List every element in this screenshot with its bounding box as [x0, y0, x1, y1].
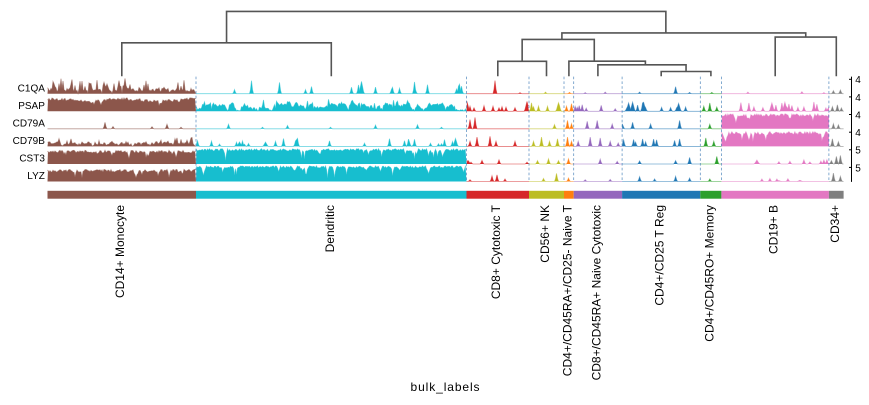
svg-text:LYZ: LYZ [27, 171, 45, 182]
svg-text:CD4+/CD25 T Reg: CD4+/CD25 T Reg [653, 205, 667, 306]
svg-text:CD14+ Monocyte: CD14+ Monocyte [113, 205, 127, 298]
svg-text:CD79A: CD79A [13, 119, 46, 130]
svg-text:4: 4 [855, 110, 861, 121]
svg-text:CST3: CST3 [19, 154, 45, 165]
svg-text:5: 5 [855, 146, 861, 157]
svg-text:CD19+ B: CD19+ B [767, 205, 781, 254]
svg-text:CD8+ Cytotoxic T: CD8+ Cytotoxic T [489, 204, 503, 299]
svg-text:bulk_labels: bulk_labels [411, 380, 481, 394]
svg-text:CD34+: CD34+ [828, 205, 842, 243]
svg-text:CD8+/CD45RA+ Naive Cytotoxic: CD8+/CD45RA+ Naive Cytotoxic [589, 205, 603, 380]
svg-text:4: 4 [855, 93, 861, 104]
svg-text:5: 5 [855, 163, 861, 174]
svg-text:Dendritic: Dendritic [323, 205, 337, 252]
svg-text:4: 4 [855, 75, 861, 86]
svg-text:PSAP: PSAP [18, 101, 45, 112]
svg-text:CD56+ NK: CD56+ NK [538, 205, 552, 263]
svg-text:CD4+/CD45RO+ Memory: CD4+/CD45RO+ Memory [702, 205, 716, 342]
svg-text:CD79B: CD79B [13, 136, 46, 147]
svg-text:4: 4 [855, 128, 861, 139]
svg-text:CD4+/CD45RA+/CD25- Naive T: CD4+/CD45RA+/CD25- Naive T [560, 204, 574, 376]
svg-text:C1QA: C1QA [18, 84, 46, 95]
